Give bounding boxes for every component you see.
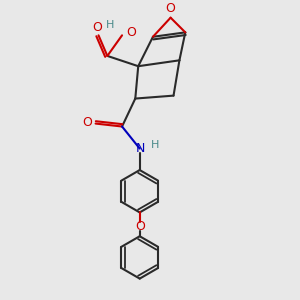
Text: O: O bbox=[82, 116, 92, 129]
Text: N: N bbox=[136, 142, 145, 155]
Text: H: H bbox=[106, 20, 114, 30]
Text: O: O bbox=[126, 26, 136, 39]
Text: H: H bbox=[151, 140, 159, 150]
Text: O: O bbox=[135, 220, 145, 233]
Text: O: O bbox=[92, 21, 102, 34]
Text: O: O bbox=[166, 2, 176, 15]
